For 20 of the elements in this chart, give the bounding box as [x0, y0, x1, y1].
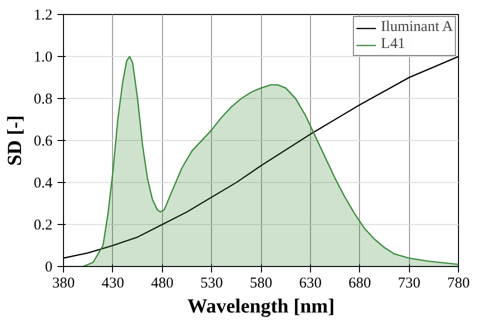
legend-label: Iluminant A	[380, 19, 453, 36]
legend-label: L41	[380, 36, 406, 53]
x-tick-label: 730	[398, 276, 420, 292]
y-tick-label: 0	[45, 260, 52, 276]
x-tick-label: 380	[52, 276, 75, 292]
y-axis-title: SD [-]	[4, 115, 26, 166]
x-tick-label: 530	[200, 276, 223, 292]
x-tick-label: 430	[102, 276, 124, 292]
x-tick-label: 680	[348, 276, 371, 292]
x-tick-label: 580	[250, 276, 272, 292]
y-tick-label: 0.6	[34, 134, 53, 150]
x-tick-label: 780	[447, 276, 470, 292]
x-axis-title: Wavelength [nm]	[187, 296, 335, 318]
y-tick-label: 0.4	[34, 176, 53, 192]
y-tick-label: 0.2	[34, 218, 52, 234]
y-tick-label: 1.2	[34, 8, 52, 24]
x-tick-label: 630	[299, 276, 322, 292]
x-tick-label: 480	[151, 276, 174, 292]
y-tick-label: 0.8	[34, 92, 52, 108]
y-tick-label: 1.0	[34, 50, 52, 66]
